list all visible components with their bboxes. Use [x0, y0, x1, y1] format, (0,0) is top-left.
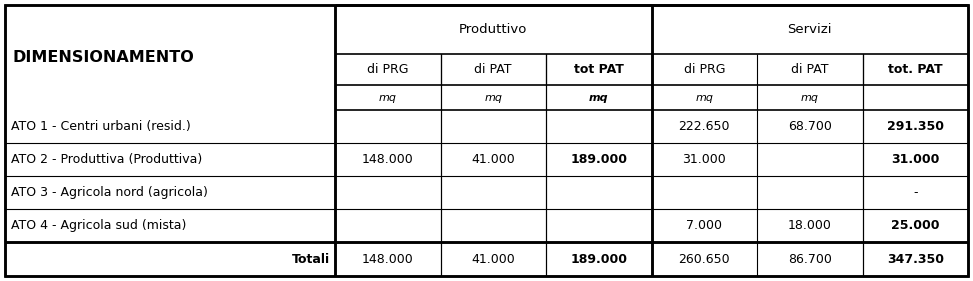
Text: Produttivo: Produttivo [459, 23, 527, 36]
Text: 25.000: 25.000 [891, 219, 940, 232]
Text: 189.000: 189.000 [570, 253, 628, 266]
Text: DIMENSIONAMENTO: DIMENSIONAMENTO [13, 50, 195, 65]
Text: 86.700: 86.700 [788, 253, 832, 266]
Text: tot. PAT: tot. PAT [888, 63, 943, 76]
Text: mq: mq [589, 92, 608, 103]
Text: tot PAT: tot PAT [574, 63, 624, 76]
Text: 148.000: 148.000 [362, 253, 414, 266]
Text: 260.650: 260.650 [678, 253, 730, 266]
Text: 347.350: 347.350 [886, 253, 944, 266]
Text: mq: mq [801, 92, 818, 103]
Text: 18.000: 18.000 [788, 219, 832, 232]
Text: mq: mq [485, 92, 502, 103]
Text: 291.350: 291.350 [886, 120, 944, 133]
Text: 31.000: 31.000 [891, 153, 940, 166]
Text: di PAT: di PAT [791, 63, 828, 76]
Text: ATO 3 - Agricola nord (agricola): ATO 3 - Agricola nord (agricola) [11, 186, 208, 199]
Text: ATO 4 - Agricola sud (mista): ATO 4 - Agricola sud (mista) [11, 219, 187, 232]
Text: mq: mq [378, 92, 397, 103]
Text: 7.000: 7.000 [686, 219, 722, 232]
Text: 41.000: 41.000 [471, 253, 515, 266]
Text: di PAT: di PAT [475, 63, 512, 76]
Text: 41.000: 41.000 [471, 153, 515, 166]
Text: 189.000: 189.000 [570, 153, 628, 166]
Text: di PRG: di PRG [367, 63, 409, 76]
Text: 31.000: 31.000 [682, 153, 726, 166]
Text: 68.700: 68.700 [788, 120, 832, 133]
Text: di PRG: di PRG [683, 63, 725, 76]
Text: Totali: Totali [292, 253, 330, 266]
Text: ATO 2 - Produttiva (Produttiva): ATO 2 - Produttiva (Produttiva) [11, 153, 202, 166]
Text: Servizi: Servizi [787, 23, 832, 36]
Text: 222.650: 222.650 [678, 120, 730, 133]
Text: -: - [913, 186, 918, 199]
Text: 148.000: 148.000 [362, 153, 414, 166]
Text: mq: mq [696, 92, 713, 103]
Text: ATO 1 - Centri urbani (resid.): ATO 1 - Centri urbani (resid.) [11, 120, 191, 133]
